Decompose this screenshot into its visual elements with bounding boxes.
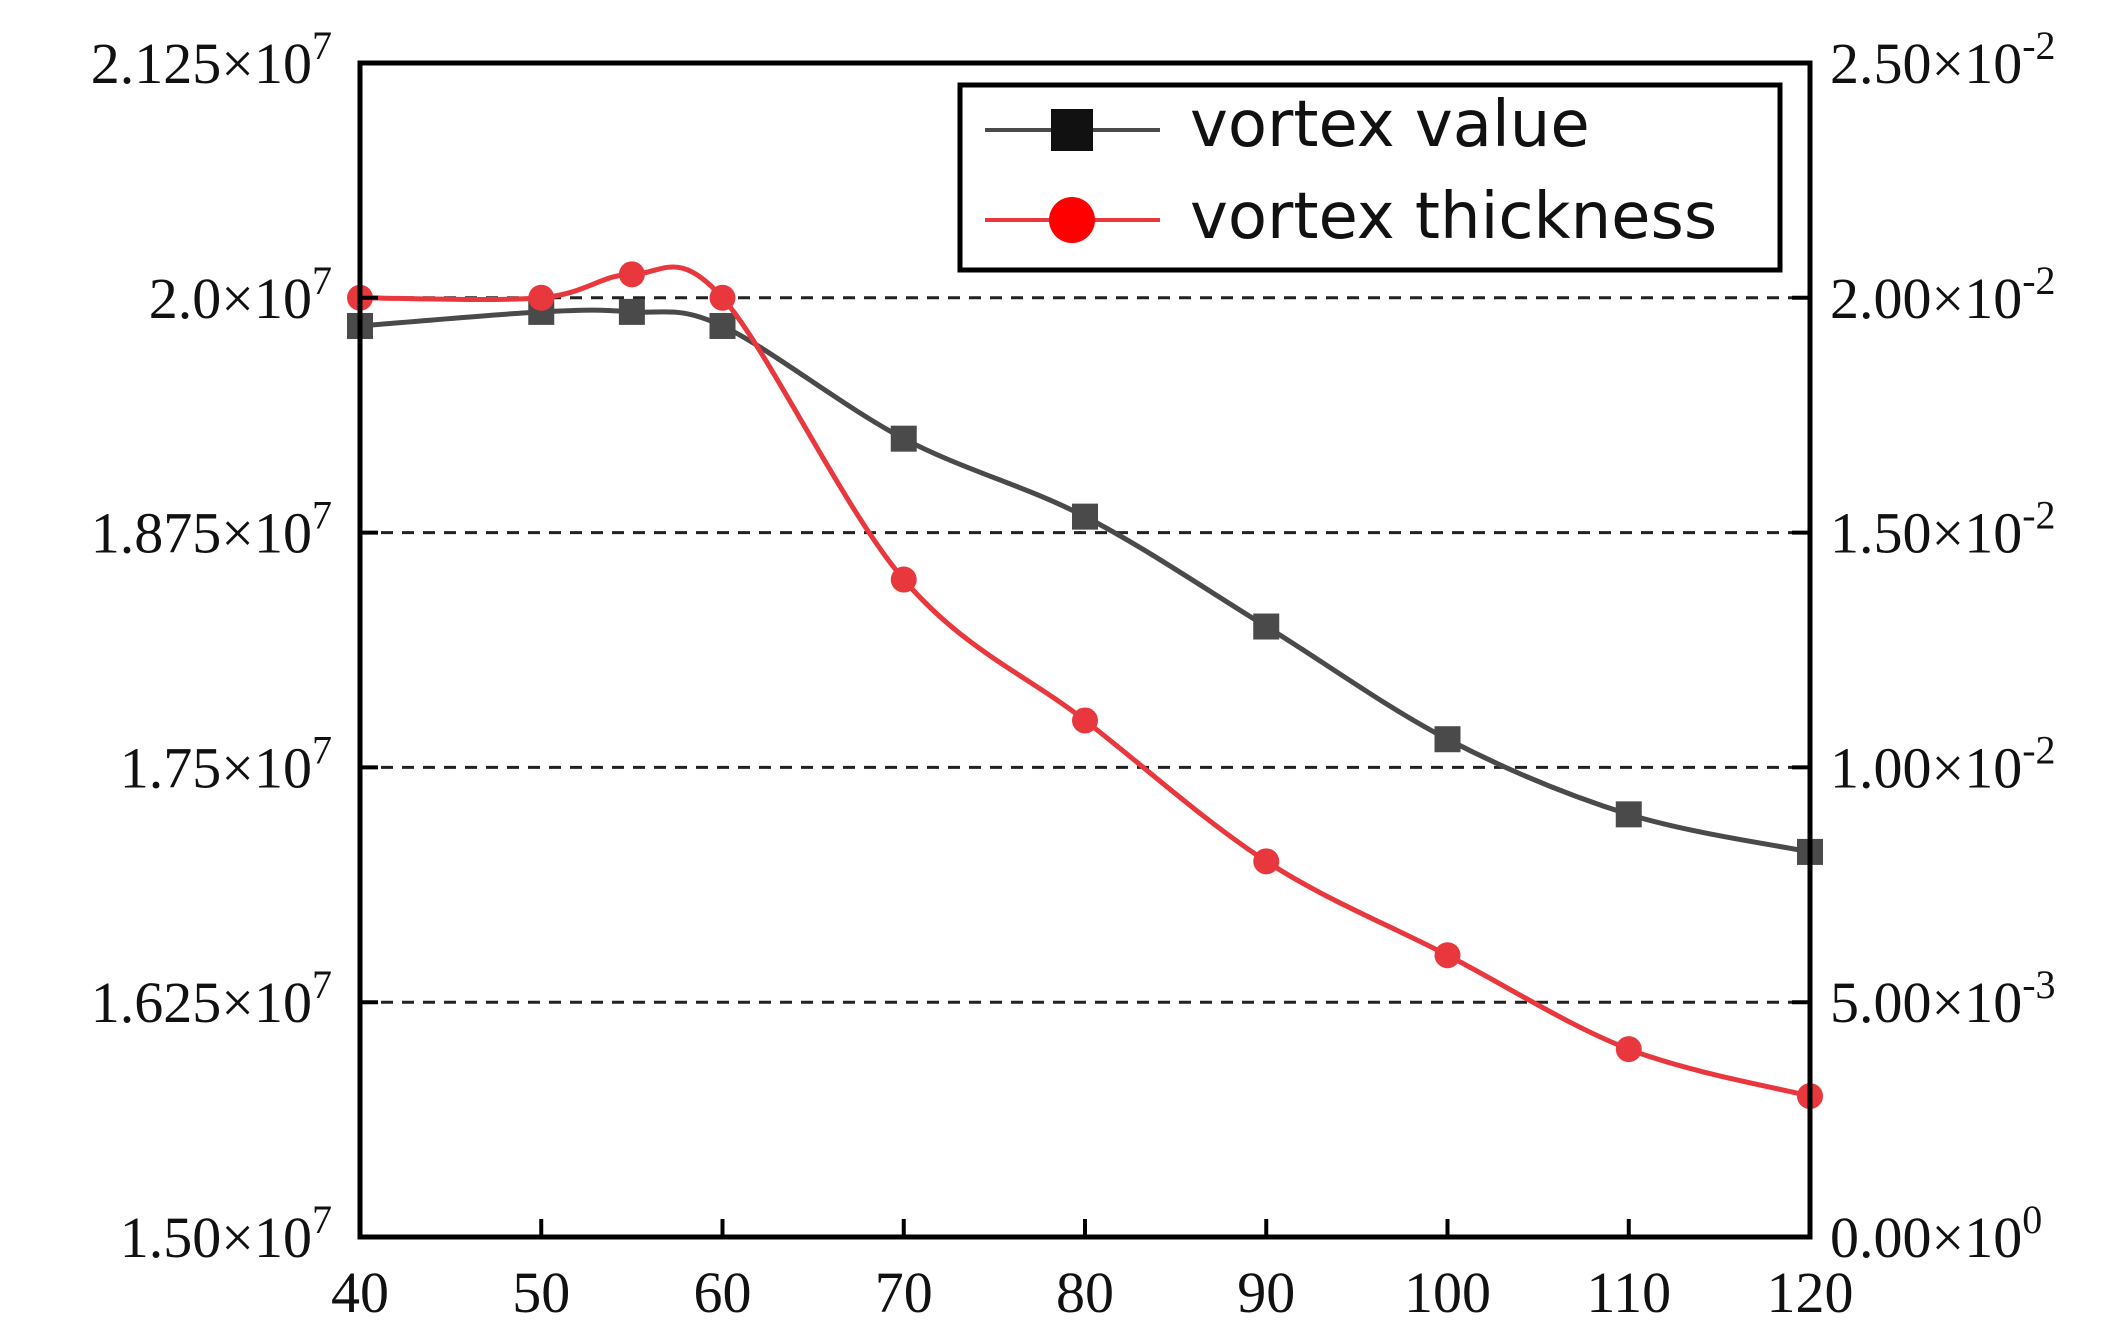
legend-circle-marker bbox=[1049, 197, 1095, 243]
legend-square-marker bbox=[1051, 109, 1093, 151]
series-line-vortex-thickness bbox=[359, 264, 1811, 1099]
data-point-vortex-thickness bbox=[618, 261, 645, 288]
y-right-tick-label: 0.00×100 bbox=[1830, 1197, 2042, 1270]
data-point-vortex-value bbox=[1615, 801, 1642, 828]
grid-layer bbox=[360, 296, 1810, 1004]
data-point-vortex-value bbox=[1072, 503, 1098, 530]
data-point-vortex-thickness bbox=[1253, 848, 1280, 875]
series-layer bbox=[347, 261, 1823, 1110]
legend-label-vortex-value: vortex value bbox=[1190, 88, 1590, 162]
y-right-tick-label: 2.50×10-2 bbox=[1830, 23, 2056, 96]
x-tick-label: 50 bbox=[512, 1260, 570, 1325]
y-left-tick-label: 2.125×107 bbox=[91, 23, 332, 96]
axis-layer: 1.50×107 1.625×107 1.75×107 1.875×107 2.0×10… bbox=[91, 23, 2056, 1325]
data-point-vortex-thickness bbox=[1072, 707, 1098, 734]
y-left-tick-label: 2.0×107 bbox=[149, 258, 332, 331]
data-point-vortex-thickness bbox=[1615, 1036, 1642, 1063]
legend: vortex value vortex thickness bbox=[957, 82, 1783, 273]
legend-label-vortex-thickness: vortex thickness bbox=[1190, 180, 1717, 254]
y-left-tick-label: 1.625×107 bbox=[91, 962, 332, 1035]
x-tick-label: 40 bbox=[331, 1260, 389, 1325]
y-left-tick-label: 1.50×107 bbox=[120, 1197, 332, 1270]
data-point-vortex-value bbox=[1253, 613, 1280, 640]
x-tick-label: 60 bbox=[694, 1260, 752, 1325]
y-right-tick-label: 5.00×10-3 bbox=[1830, 962, 2056, 1035]
data-point-vortex-value bbox=[709, 312, 736, 339]
data-point-vortex-value bbox=[1434, 726, 1461, 753]
x-tick-label: 70 bbox=[875, 1260, 933, 1325]
series-line-vortex-value bbox=[359, 307, 1811, 855]
x-tick-label: 80 bbox=[1056, 1260, 1114, 1325]
data-point-vortex-thickness bbox=[528, 284, 555, 311]
y-right-tick-label: 1.00×10-2 bbox=[1830, 727, 2056, 800]
data-point-vortex-thickness bbox=[1434, 942, 1461, 969]
y-left-tick-label: 1.875×107 bbox=[91, 493, 332, 566]
x-tick-label: 120 bbox=[1767, 1260, 1854, 1325]
y-right-tick-label: 1.50×10-2 bbox=[1830, 493, 2056, 566]
x-tick-label: 100 bbox=[1404, 1260, 1491, 1325]
data-point-vortex-value bbox=[618, 298, 645, 325]
x-tick-label: 90 bbox=[1237, 1260, 1295, 1325]
y-left-tick-label: 1.75×107 bbox=[120, 727, 332, 800]
data-point-vortex-value bbox=[890, 425, 917, 452]
x-tick-label: 110 bbox=[1586, 1260, 1671, 1325]
data-point-vortex-thickness bbox=[709, 284, 736, 311]
data-point-vortex-thickness bbox=[890, 566, 917, 593]
legend-box bbox=[957, 82, 1783, 273]
y-right-tick-label: 2.00×10-2 bbox=[1830, 258, 2056, 331]
